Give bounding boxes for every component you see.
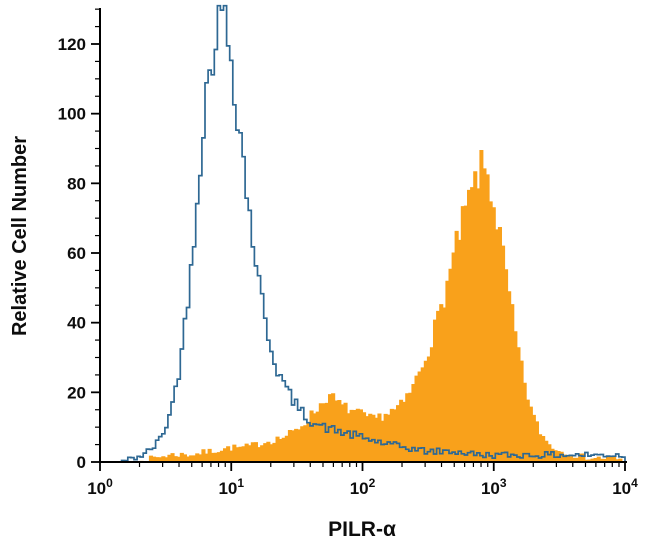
y-tick-label: 120 bbox=[58, 35, 86, 54]
x-tick-label: 103 bbox=[481, 476, 507, 498]
plot-area: 100 101 102 103 104 0 20 40 60 80 100 120 bbox=[58, 4, 638, 498]
y-axis-title: Relative Cell Number bbox=[9, 136, 31, 336]
x-axis-title: PILR-α bbox=[328, 518, 396, 541]
y-tick-label: 80 bbox=[67, 174, 86, 193]
series-control-open-blue bbox=[100, 4, 626, 463]
y-tick-label: 60 bbox=[67, 244, 86, 263]
y-tick-label: 40 bbox=[67, 314, 86, 333]
x-tick-label: 100 bbox=[87, 476, 113, 498]
series-stained-filled-orange bbox=[100, 150, 626, 463]
y-tick-label: 100 bbox=[58, 105, 86, 124]
x-tick-label: 101 bbox=[218, 476, 244, 498]
y-tick-label: 0 bbox=[77, 453, 86, 472]
x-tick-label: 102 bbox=[350, 476, 376, 498]
y-tick-label: 20 bbox=[67, 383, 86, 402]
x-tick-label: 104 bbox=[612, 476, 638, 498]
